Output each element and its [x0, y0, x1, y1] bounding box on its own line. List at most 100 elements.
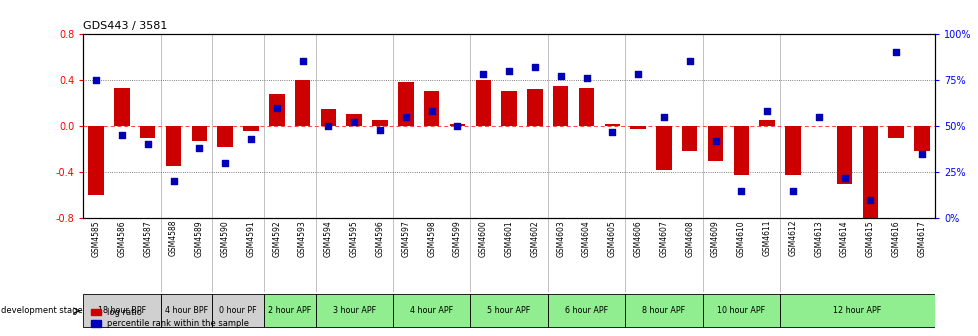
Bar: [759, 120, 775, 126]
Point: [501, 68, 516, 73]
Bar: [888, 126, 903, 137]
Bar: [294, 80, 310, 126]
Text: 10 hour APF: 10 hour APF: [717, 305, 765, 314]
Point: [862, 197, 877, 203]
Point: [553, 74, 568, 79]
Text: GSM4594: GSM4594: [324, 220, 333, 257]
Text: 0 hour PF: 0 hour PF: [219, 305, 256, 314]
Point: [192, 145, 207, 151]
Text: GDS443 / 3581: GDS443 / 3581: [83, 22, 167, 32]
Text: GSM4589: GSM4589: [195, 220, 203, 256]
Bar: [702, 294, 779, 327]
Text: GSM4601: GSM4601: [504, 220, 513, 256]
Bar: [784, 126, 800, 174]
Point: [836, 175, 852, 180]
Text: GSM4591: GSM4591: [246, 220, 255, 256]
Text: GSM4605: GSM4605: [607, 220, 616, 257]
Bar: [779, 294, 934, 327]
Bar: [682, 126, 696, 152]
Bar: [398, 82, 413, 126]
Text: development stage: development stage: [1, 306, 83, 315]
Text: GSM4615: GSM4615: [865, 220, 874, 256]
Text: GSM4596: GSM4596: [376, 220, 384, 257]
Bar: [630, 126, 645, 129]
Text: 4 hour BPF: 4 hour BPF: [164, 305, 207, 314]
Text: 18 hour BPF: 18 hour BPF: [98, 305, 146, 314]
Bar: [423, 91, 439, 126]
Bar: [578, 88, 594, 126]
Point: [294, 58, 310, 64]
Point: [784, 188, 800, 194]
Text: 5 hour APF: 5 hour APF: [487, 305, 530, 314]
Bar: [475, 80, 491, 126]
Point: [269, 105, 285, 110]
Bar: [655, 126, 671, 170]
Bar: [625, 294, 702, 327]
Point: [320, 123, 335, 129]
Bar: [212, 294, 264, 327]
Text: GSM4612: GSM4612: [787, 220, 797, 256]
Bar: [707, 126, 723, 161]
Point: [88, 77, 104, 82]
Point: [140, 142, 156, 147]
Point: [372, 127, 387, 132]
Point: [217, 160, 233, 166]
Bar: [604, 124, 619, 126]
Bar: [114, 88, 129, 126]
Text: GSM4602: GSM4602: [530, 220, 539, 256]
Bar: [321, 109, 335, 126]
Text: GSM4604: GSM4604: [581, 220, 591, 257]
Bar: [548, 294, 625, 327]
Text: GSM4607: GSM4607: [659, 220, 668, 257]
Point: [475, 72, 491, 77]
Text: GSM4608: GSM4608: [685, 220, 693, 256]
Point: [423, 109, 439, 114]
Point: [810, 114, 825, 120]
Bar: [165, 126, 181, 166]
Point: [165, 179, 181, 184]
Bar: [88, 126, 104, 195]
Point: [630, 72, 645, 77]
Bar: [501, 91, 516, 126]
Text: GSM4611: GSM4611: [762, 220, 771, 256]
Text: GSM4597: GSM4597: [401, 220, 410, 257]
Point: [759, 109, 775, 114]
Point: [733, 188, 748, 194]
Point: [707, 138, 723, 143]
Bar: [733, 126, 748, 174]
Point: [913, 151, 929, 157]
Text: GSM4606: GSM4606: [633, 220, 642, 257]
Point: [682, 58, 697, 64]
Point: [398, 114, 414, 120]
Bar: [392, 294, 469, 327]
Text: GSM4609: GSM4609: [710, 220, 720, 257]
Bar: [192, 126, 207, 141]
Text: GSM4599: GSM4599: [453, 220, 462, 257]
Text: GSM4610: GSM4610: [736, 220, 745, 256]
Text: GSM4600: GSM4600: [478, 220, 487, 257]
Bar: [140, 126, 156, 137]
Bar: [526, 89, 542, 126]
Text: GSM4613: GSM4613: [814, 220, 822, 256]
Legend: log ratio, percentile rank within the sample: log ratio, percentile rank within the sa…: [87, 305, 252, 332]
Bar: [372, 120, 387, 126]
Bar: [264, 294, 315, 327]
Point: [243, 136, 258, 142]
Point: [526, 64, 542, 70]
Text: 12 hour APF: 12 hour APF: [832, 305, 881, 314]
Bar: [449, 124, 465, 126]
Text: GSM4585: GSM4585: [92, 220, 101, 256]
Bar: [217, 126, 233, 147]
Point: [449, 123, 465, 129]
Bar: [243, 126, 258, 131]
Text: GSM4617: GSM4617: [916, 220, 925, 256]
Bar: [83, 294, 160, 327]
Point: [887, 49, 903, 55]
Text: GSM4598: GSM4598: [426, 220, 436, 256]
Point: [603, 129, 619, 134]
Bar: [862, 126, 877, 218]
Bar: [836, 126, 852, 184]
Point: [346, 120, 362, 125]
Text: GSM4592: GSM4592: [272, 220, 281, 256]
Text: GSM4593: GSM4593: [297, 220, 307, 257]
